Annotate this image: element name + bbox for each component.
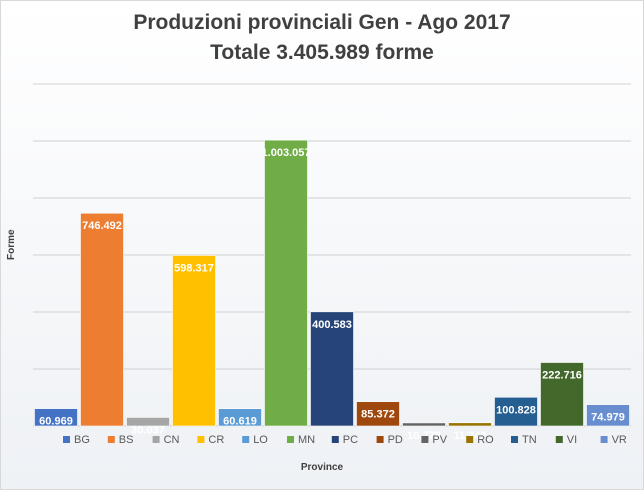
legend-entry-pv: PV — [432, 434, 447, 446]
bar-tn — [494, 396, 538, 427]
data-label-lo: 60.619 — [223, 416, 257, 428]
bar-pd — [356, 401, 400, 427]
legend-swatch-pv — [421, 436, 429, 443]
legend-swatch-vi — [555, 436, 563, 443]
legend-swatch-mn — [287, 436, 294, 443]
bar-bg — [34, 408, 78, 427]
bar-pv — [402, 422, 446, 427]
data-label-bg: 60.969 — [39, 416, 73, 428]
legend-entry-ro: RO — [477, 434, 494, 446]
legend-swatch-cn — [152, 436, 160, 443]
legend-swatch-ro — [466, 436, 474, 443]
data-label-pc: 400.583 — [312, 319, 352, 331]
legend-swatch-pd — [376, 436, 384, 443]
bar-cr — [172, 255, 216, 427]
legend-swatch-vr — [600, 436, 608, 443]
data-label-vr: 74.979 — [591, 412, 625, 424]
legend-entry-cn: CN — [164, 434, 180, 446]
chart-title-block: Produzioni provinciali Gen - Ago 2017 To… — [0, 8, 644, 68]
legend-swatch-pc — [331, 436, 339, 443]
legend-entry-bs: BS — [119, 434, 134, 446]
legend-swatch-bg — [63, 436, 70, 443]
legend-entry-lo: LO — [253, 434, 268, 446]
bar-cn — [126, 417, 170, 427]
data-label-pv: 10.778 — [407, 430, 441, 442]
data-label-tn: 100.828 — [496, 404, 536, 416]
legend-entry-vi: VI — [567, 434, 577, 446]
legend-entry-pc: PC — [343, 434, 358, 446]
data-label-vi: 222.716 — [542, 370, 582, 382]
legend-entry-vr: VR — [612, 434, 627, 446]
legend-swatch-bs — [107, 436, 115, 443]
bar-pc — [310, 311, 354, 427]
bar-ro — [448, 422, 492, 427]
legend-swatch-cr — [197, 436, 205, 443]
data-label-ro: 11.242 — [453, 430, 486, 442]
bar-vr — [586, 404, 630, 427]
legend-entry-cr: CR — [208, 434, 224, 446]
legend-swatch-tn — [511, 436, 518, 443]
bar-bs — [80, 212, 124, 427]
chart-subtitle: Totale 3.405.989 forme — [210, 41, 434, 64]
bar-vi — [540, 362, 584, 427]
bar-lo — [218, 408, 262, 427]
chart-title: Produzioni provinciali Gen - Ago 2017 — [133, 11, 511, 34]
data-label-cn: 30.037 — [131, 424, 165, 436]
x-axis-label: Province — [300, 462, 344, 473]
legend-entry-pd: PD — [388, 434, 403, 446]
data-label-bs: 746.492 — [82, 220, 122, 232]
legend-swatch-lo — [242, 436, 250, 443]
data-label-cr: 598.317 — [174, 262, 214, 274]
data-label-mn: 1.003.057 — [262, 147, 311, 159]
data-label-pd: 85.372 — [361, 409, 395, 421]
bar-mn — [264, 139, 308, 427]
legend-entry-tn: TN — [522, 434, 537, 446]
legend-entry-mn: MN — [298, 434, 315, 446]
legend-entry-bg: BG — [74, 434, 90, 446]
